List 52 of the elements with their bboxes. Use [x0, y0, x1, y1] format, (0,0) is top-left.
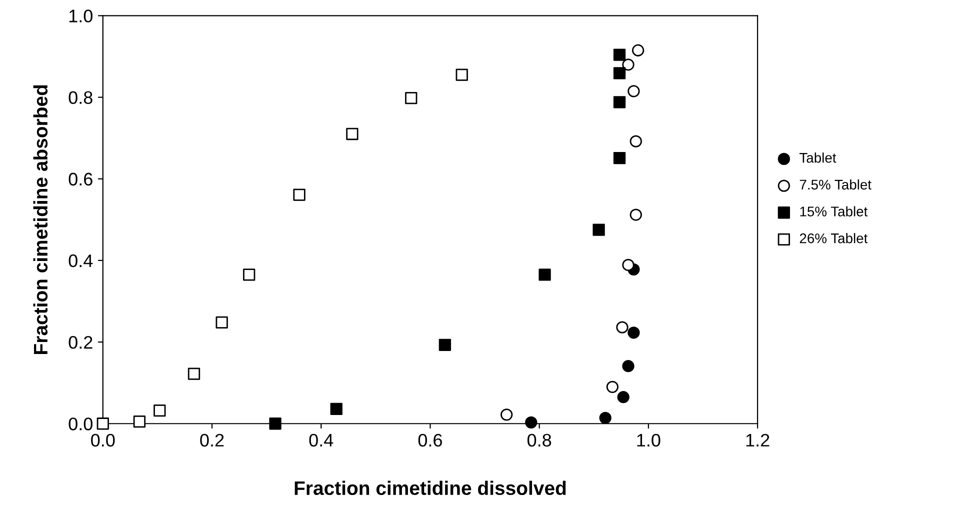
- point: [525, 416, 538, 428]
- legend-label: 15% Tablet: [800, 206, 868, 216]
- point: [599, 412, 612, 424]
- point: [617, 391, 630, 404]
- x-tick-label: 0.2: [200, 434, 224, 447]
- point: [438, 338, 452, 351]
- point: [632, 44, 644, 56]
- point: [500, 408, 513, 421]
- point: [216, 316, 228, 329]
- point: [630, 208, 642, 221]
- x-tick-label: 0.4: [309, 434, 334, 447]
- point: [628, 326, 640, 339]
- point: [293, 188, 306, 201]
- point: [592, 224, 605, 236]
- y-tick-label: 0.8: [68, 91, 92, 104]
- point: [330, 402, 342, 416]
- legend-label: 26% Tablet: [800, 233, 868, 244]
- point: [613, 152, 626, 164]
- point: [133, 416, 146, 428]
- point: [613, 48, 626, 61]
- point: [606, 380, 618, 393]
- point: [538, 268, 551, 281]
- point: [188, 368, 200, 380]
- x-tick-label: 0.0: [91, 434, 115, 447]
- point: [613, 67, 626, 80]
- point: [346, 128, 358, 140]
- point: [613, 96, 626, 108]
- point: [622, 360, 634, 372]
- x-tick-label: 0.8: [527, 434, 552, 447]
- x-axis-title: Fraction cimetidine dissolved: [294, 480, 566, 496]
- y-axis-title: Fraction cimetidine absorbed: [33, 85, 48, 354]
- point: [616, 321, 628, 334]
- point: [269, 418, 282, 430]
- point: [243, 268, 256, 281]
- legend-label: 7.5% Tablet: [800, 179, 872, 190]
- y-tick-label: 0.0: [68, 418, 92, 430]
- y-tick-label: 1.0: [69, 10, 92, 22]
- point: [154, 404, 166, 417]
- x-tick-label: 1.2: [746, 434, 770, 446]
- y-tick-label: 0.6: [68, 172, 92, 186]
- y-tick-label: 0.2: [68, 336, 92, 349]
- point: [622, 258, 634, 272]
- x-tick-label: 1.0: [637, 434, 660, 447]
- point: [622, 58, 634, 71]
- point: [456, 68, 468, 81]
- point: [96, 418, 109, 430]
- x-tick-label: 0.6: [418, 434, 442, 447]
- point: [630, 135, 642, 148]
- point: [405, 92, 418, 104]
- y-tick-label: 0.4: [68, 254, 93, 268]
- legend-label: Tablet: [800, 152, 836, 163]
- point: [628, 85, 640, 98]
